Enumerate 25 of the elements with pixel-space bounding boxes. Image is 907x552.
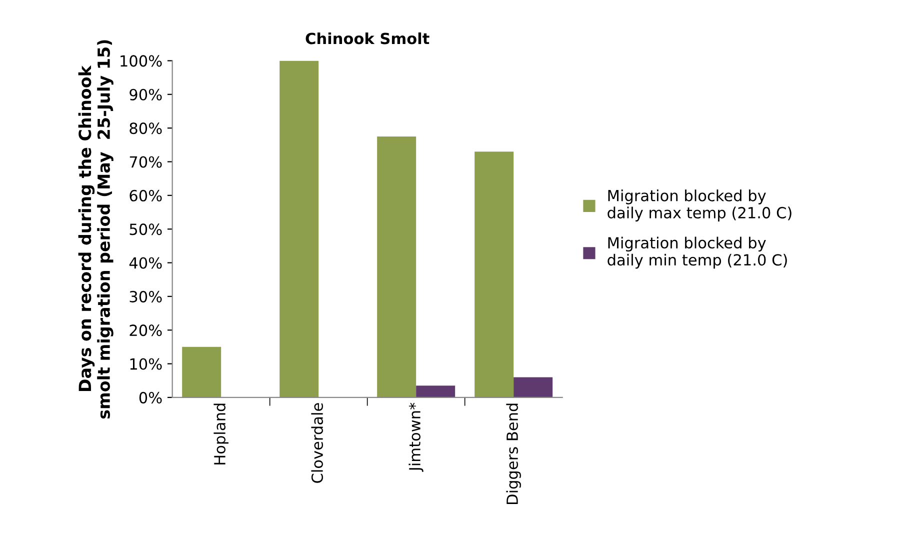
bar bbox=[416, 386, 456, 398]
y-tick-label: 50% bbox=[130, 224, 162, 236]
y-tick-label: 90% bbox=[130, 88, 162, 100]
y-tick-label: 40% bbox=[129, 257, 162, 269]
legend-label: Migration blocked by daily max temp (21.0 C) bbox=[608, 190, 792, 222]
y-axis-title: Days on record during the Chinook smolt migration period (May 25-July 15) bbox=[78, 40, 114, 419]
bar bbox=[280, 60, 319, 398]
y-tick-label: 10% bbox=[130, 358, 162, 370]
y-tick-label: 80% bbox=[130, 122, 162, 134]
y-tick-label: 70% bbox=[130, 156, 162, 168]
x-tick-label: Diggers Bend bbox=[506, 404, 521, 504]
y-tick-label: 100% bbox=[120, 55, 162, 67]
y-tick-label: 30% bbox=[130, 290, 162, 302]
x-tick-label: Cloverdale bbox=[311, 403, 324, 483]
chart-title: Chinook Smolt bbox=[306, 32, 430, 44]
bar bbox=[514, 377, 553, 398]
bar bbox=[182, 346, 222, 398]
y-tick-label: 0% bbox=[139, 392, 162, 404]
x-tick-label: Hopland bbox=[214, 404, 228, 464]
legend-label: Migration blocked by daily min temp (21.0 C) bbox=[608, 236, 787, 269]
y-tick-label: 20% bbox=[130, 324, 162, 336]
y-tick-label: 60% bbox=[130, 190, 162, 202]
x-tick-label: Jimtown* bbox=[408, 402, 424, 472]
bar bbox=[474, 152, 514, 398]
bar bbox=[377, 136, 416, 398]
